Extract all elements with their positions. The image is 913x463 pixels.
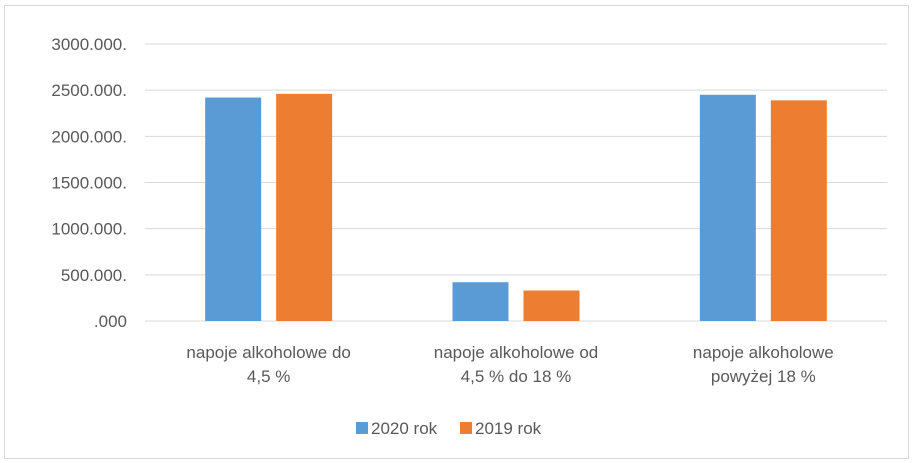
legend-label: 2020 rok xyxy=(371,419,438,438)
y-tick-label: 2000.000. xyxy=(51,127,127,146)
x-tick-label: 4,5 % xyxy=(247,367,290,386)
bar-series-2 xyxy=(276,93,333,321)
y-tick-label: 1000.000. xyxy=(51,220,127,239)
x-tick-label: napoje alkoholowe do xyxy=(186,343,350,362)
y-tick-label: .000 xyxy=(94,312,127,331)
bar-series-2 xyxy=(523,290,580,321)
legend-swatch xyxy=(460,422,472,434)
x-tick-label: powyżej 18 % xyxy=(711,367,816,386)
y-tick-label: 500.000. xyxy=(61,266,127,285)
x-tick-label: 4,5 % do 18 % xyxy=(461,367,572,386)
bar-series-1 xyxy=(205,97,262,321)
y-tick-label: 3000.000. xyxy=(51,35,127,54)
x-tick-label: napoje alkoholowe od xyxy=(434,343,598,362)
bar-series-1 xyxy=(452,282,509,321)
legend-swatch xyxy=(356,422,368,434)
bar-series-1 xyxy=(699,94,756,322)
legend-label: 2019 rok xyxy=(475,419,542,438)
x-tick-label: napoje alkoholowe xyxy=(693,343,834,362)
chart-area xyxy=(4,5,909,459)
bar-series-2 xyxy=(770,100,827,321)
y-tick-label: 1500.000. xyxy=(51,174,127,193)
y-tick-label: 2500.000. xyxy=(51,81,127,100)
